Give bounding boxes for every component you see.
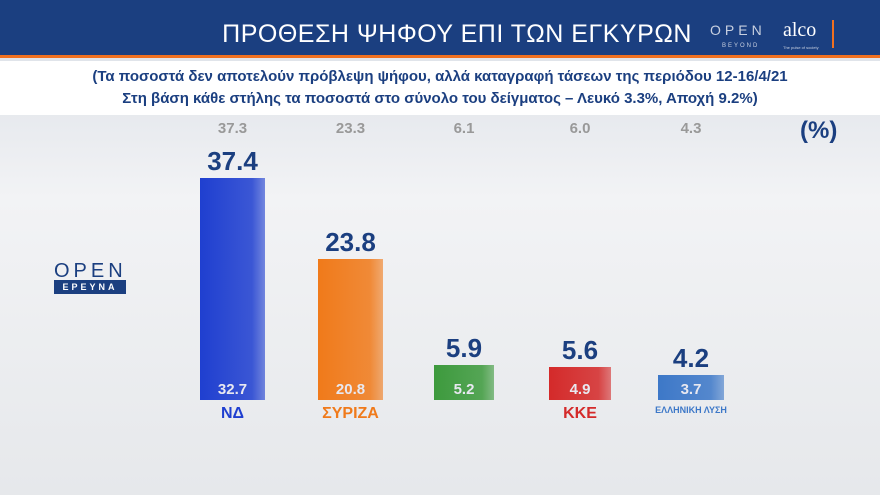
subtitle: (Τα ποσοστά δεν αποτελούν πρόβλεψη ψήφου…	[0, 61, 880, 115]
bar	[434, 364, 494, 400]
value-label: 5.6	[561, 334, 599, 365]
sample-value-label: 3.7	[680, 381, 702, 398]
divider	[832, 20, 834, 48]
alco-tagline: The pulse of society	[783, 45, 819, 50]
sample-value-label: 4.9	[569, 381, 591, 398]
sample-value-label: 20.8	[335, 381, 366, 398]
page-title: ΠΡΟΘΕΣΗ ΨΗΦΟΥ ΕΠΙ ΤΩΝ ΕΓΚΥΡΩΝ	[222, 20, 692, 48]
previous-value-label: 6.0	[569, 120, 591, 137]
sample-value-label: 32.7	[217, 381, 248, 398]
value-label: 5.9	[445, 332, 483, 363]
party-logo: ΚΚΕ	[563, 405, 597, 422]
party-logo: ΕΛΛΗΝΙΚΗ ΛΥΣΗ	[655, 405, 727, 415]
beyond-logo-text: BEYOND	[722, 43, 760, 49]
party-logo: ΝΔ	[220, 405, 245, 422]
party-logo: ΣΥΡΙΖΑ	[322, 405, 379, 422]
unit-label: (%)	[800, 117, 838, 144]
open-logo-side: OPEN	[54, 260, 127, 282]
previous-value-label: 6.1	[453, 120, 475, 137]
bar	[549, 366, 611, 400]
value-label: 37.4	[207, 145, 258, 176]
bar	[658, 375, 724, 400]
subtitle-line-2: Στη βάση κάθε στήλης τα ποσοστά στο σύνο…	[122, 90, 758, 107]
previous-value-label: 23.3	[335, 120, 366, 137]
previous-value-label: 37.3	[217, 120, 248, 137]
previous-value-label: 4.3	[680, 120, 702, 137]
alco-logo: alco	[783, 19, 817, 41]
value-label: 23.8	[325, 226, 376, 257]
header-bar: ΠΡΟΘΕΣΗ ΨΗΦΟΥ ΕΠΙ ΤΩΝ ΕΓΚΥΡΩΝ OPEN BEYON…	[0, 0, 880, 58]
bar	[200, 177, 265, 400]
value-label: 4.2	[672, 343, 710, 374]
open-logo: OPEN	[710, 22, 766, 38]
subtitle-line-1: (Τα ποσοστά δεν αποτελούν πρόβλεψη ψήφου…	[92, 68, 788, 85]
sample-value-label: 5.2	[453, 381, 475, 398]
ereuna-badge: ΕΡΕΥΝΑ	[54, 280, 126, 294]
bar	[318, 258, 383, 400]
